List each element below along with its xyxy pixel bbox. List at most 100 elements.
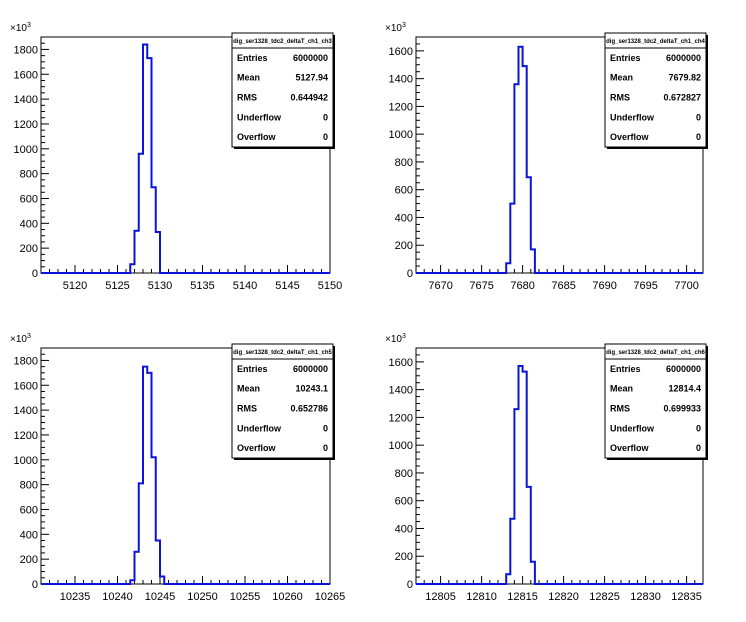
y-tick-label: 1600 — [389, 357, 413, 369]
y-multiplier-label: ×103 — [10, 333, 31, 345]
x-tick-label: 7700 — [674, 280, 698, 292]
histogram-bin — [135, 231, 139, 273]
histogram-bin — [523, 372, 527, 584]
x-tick-label: 12825 — [589, 591, 620, 603]
x-tick-label: 7680 — [510, 280, 534, 292]
y-tick-label: 0 — [407, 579, 413, 591]
histogram-bin — [523, 66, 527, 273]
histogram-bin — [531, 562, 535, 584]
x-tick-label: 10235 — [60, 591, 91, 603]
stats-key: Entries — [610, 53, 641, 63]
histogram-bin — [130, 580, 134, 584]
histogram-line — [416, 365, 703, 585]
stats-key: Overflow — [237, 132, 277, 142]
histogram-title: dig_ser1328_tdc2_deltaT_ch1_ch4 — [606, 39, 705, 45]
histogram-bin — [527, 487, 531, 584]
stats-value: 0.699933 — [663, 404, 701, 414]
y-tick-label: 1000 — [389, 440, 413, 452]
x-tick-label: 5125 — [105, 280, 129, 292]
stats-value: 7679.82 — [668, 73, 701, 83]
stats-value: 0 — [323, 443, 328, 453]
histogram-bin — [160, 577, 164, 584]
stats-value: 0.644942 — [290, 93, 328, 103]
histogram-bin — [139, 483, 143, 584]
stats-key: RMS — [610, 404, 630, 414]
y-multiplier-label: ×103 — [385, 333, 406, 345]
y-tick-label: 1000 — [14, 144, 38, 156]
stats-box — [604, 32, 707, 148]
y-tick-label: 600 — [20, 504, 38, 516]
x-tick-label: 5135 — [190, 280, 214, 292]
stats-value: 6000000 — [666, 53, 701, 63]
stats-key: Underflow — [237, 423, 282, 433]
stats-key: Mean — [610, 384, 633, 394]
y-tick-label: 200 — [20, 243, 38, 255]
histogram-bin — [147, 58, 151, 273]
histogram-bin — [519, 366, 523, 584]
y-tick-label: 1000 — [389, 129, 413, 141]
stats-key: Entries — [610, 364, 641, 374]
stats-value: 0 — [696, 112, 701, 122]
histogram-bin — [143, 44, 147, 273]
stats-value: 0.652786 — [290, 404, 328, 414]
stats-key: RMS — [610, 93, 630, 103]
y-tick-label: 1600 — [389, 46, 413, 58]
y-tick-label: 1800 — [14, 44, 38, 56]
histogram-bin — [506, 574, 510, 584]
histogram-panel-2: 0 200 400 600 800 1000 1200 1400 1600 7670 7675 768… — [385, 22, 708, 292]
x-tick-label: 12835 — [671, 591, 702, 603]
y-tick-label: 800 — [20, 169, 38, 181]
stats-key: Underflow — [610, 112, 655, 122]
y-tick-label: 800 — [395, 468, 413, 480]
stats-value: 0 — [696, 443, 701, 453]
histogram-bin — [514, 409, 518, 584]
histogram-bin — [152, 457, 156, 584]
histogram-line — [416, 45, 703, 274]
stats-value: 0 — [323, 112, 328, 122]
stats-value: 6000000 — [293, 364, 328, 374]
histogram-bin — [531, 249, 535, 273]
histogram-bin — [156, 541, 160, 584]
stats-box — [604, 343, 707, 459]
histogram-title: dig_ser1328_tdc2_deltaT_ch1_ch5 — [233, 350, 332, 356]
y-tick-label: 1200 — [14, 430, 38, 442]
histogram-line — [41, 43, 330, 274]
y-tick-label: 800 — [395, 157, 413, 169]
x-tick-label: 12810 — [466, 591, 497, 603]
y-tick-label: 1000 — [14, 455, 38, 467]
y-multiplier-label: ×103 — [10, 22, 31, 34]
stats-key: Underflow — [610, 423, 655, 433]
x-tick-label: 5140 — [233, 280, 257, 292]
histogram-line — [41, 365, 330, 585]
y-tick-label: 400 — [395, 523, 413, 535]
x-tick-label: 5120 — [63, 280, 87, 292]
x-tick-label: 5130 — [148, 280, 172, 292]
histogram-panel-4: 0 200 400 600 800 1000 1200 1400 1600 12805 12810 1… — [385, 333, 708, 603]
x-tick-label: 10255 — [230, 591, 261, 603]
y-tick-label: 1800 — [14, 355, 38, 367]
histogram-bin — [152, 187, 156, 273]
y-tick-label: 200 — [20, 554, 38, 566]
stats-key: Mean — [237, 73, 260, 83]
x-tick-label: 7670 — [428, 280, 452, 292]
y-tick-label: 600 — [395, 185, 413, 197]
y-tick-label: 200 — [395, 551, 413, 563]
stats-value: 0.672827 — [663, 93, 701, 103]
stats-key: Entries — [237, 53, 268, 63]
histogram-panel-1: 0 200 400 600 800 1000 1200 1400 1600 1800 5120 512… — [10, 22, 342, 292]
y-tick-label: 1400 — [389, 385, 413, 397]
y-tick-label: 1400 — [389, 74, 413, 86]
histogram-bin — [514, 84, 518, 273]
y-tick-label: 200 — [395, 240, 413, 252]
x-tick-label: 12830 — [630, 591, 661, 603]
histogram-bin — [139, 154, 143, 273]
y-tick-label: 400 — [20, 218, 38, 230]
y-tick-label: 1400 — [14, 405, 38, 417]
y-tick-label: 1200 — [389, 412, 413, 424]
y-tick-label: 1400 — [14, 94, 38, 106]
histogram-bin — [156, 232, 160, 273]
stats-key: RMS — [237, 93, 257, 103]
x-tick-label: 7675 — [469, 280, 493, 292]
x-tick-label: 5145 — [275, 280, 299, 292]
